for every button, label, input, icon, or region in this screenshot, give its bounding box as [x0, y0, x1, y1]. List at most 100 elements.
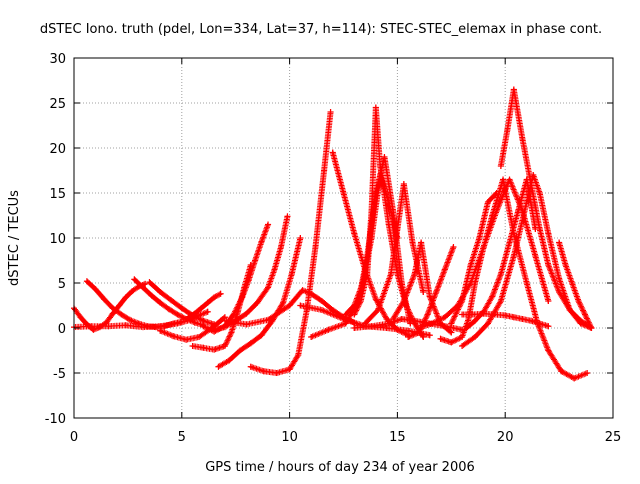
data-point — [556, 239, 563, 246]
data-point — [515, 208, 522, 214]
data-point — [437, 335, 444, 342]
data-point — [185, 314, 192, 321]
data-point — [258, 332, 265, 339]
data-point — [105, 323, 112, 330]
data-series — [247, 109, 334, 376]
data-point — [265, 221, 272, 228]
data-point — [433, 289, 440, 295]
data-point — [77, 314, 84, 321]
data-point — [480, 244, 487, 250]
data-point — [243, 310, 250, 317]
data-point — [500, 176, 507, 183]
y-tick-label: 10 — [49, 232, 66, 247]
y-tick-label: 15 — [49, 187, 66, 202]
data-point — [463, 325, 470, 331]
data-point — [191, 319, 198, 326]
data-point — [545, 298, 552, 304]
data-point — [243, 321, 250, 328]
data-point — [226, 357, 233, 364]
data-point — [523, 280, 530, 286]
data-point — [426, 332, 433, 339]
data-point — [383, 316, 390, 322]
data-point — [497, 271, 504, 277]
data-point — [403, 302, 410, 309]
data-point — [284, 213, 291, 220]
data-point — [198, 305, 205, 312]
y-tick-label: -5 — [53, 367, 66, 382]
data-point — [409, 239, 416, 246]
data-point — [489, 293, 496, 300]
data-point — [342, 311, 349, 318]
data-point — [390, 316, 397, 322]
data-point — [577, 317, 584, 324]
data-series — [342, 172, 401, 318]
data-series — [448, 190, 500, 327]
data-point — [368, 208, 375, 214]
data-point — [92, 286, 99, 293]
data-point — [83, 278, 90, 285]
data-point — [556, 275, 563, 282]
data-point — [265, 316, 272, 323]
data-point — [191, 310, 198, 317]
data-point — [189, 343, 196, 349]
data-point — [237, 347, 244, 354]
data-point — [472, 317, 479, 324]
data-point — [400, 181, 407, 187]
data-point — [528, 181, 535, 187]
data-point — [196, 334, 203, 340]
data-point — [165, 306, 172, 313]
data-point — [532, 253, 539, 259]
data-point — [368, 323, 375, 330]
data-point — [424, 311, 431, 318]
data-series — [556, 239, 595, 331]
data-point — [217, 290, 224, 297]
data-point — [297, 302, 304, 309]
data-point — [385, 221, 392, 228]
data-point — [103, 319, 110, 326]
data-point — [280, 299, 287, 306]
data-point — [286, 366, 293, 373]
data-point — [502, 312, 509, 319]
data-point — [491, 311, 498, 318]
data-point — [362, 320, 369, 327]
data-point — [558, 368, 565, 375]
data-point — [174, 311, 181, 318]
data-point — [351, 311, 358, 318]
data-point — [493, 190, 500, 196]
data-point — [394, 271, 401, 277]
data-point — [484, 320, 491, 327]
data-point — [441, 266, 448, 273]
y-tick-label: 20 — [49, 142, 66, 157]
data-point — [400, 298, 407, 304]
data-point — [230, 311, 237, 318]
data-point — [88, 323, 95, 330]
data-point — [372, 296, 379, 303]
data-point — [374, 307, 381, 313]
data-point — [536, 320, 543, 327]
data-point — [254, 299, 261, 306]
data-point — [329, 149, 336, 156]
data-series — [497, 86, 595, 331]
data-point — [523, 199, 530, 205]
data-point — [148, 292, 155, 299]
data-point — [415, 325, 422, 331]
data-point — [146, 279, 153, 286]
data-point — [497, 163, 504, 169]
data-point — [288, 271, 295, 277]
y-axis-label: dSTEC / TECUs — [7, 190, 22, 286]
data-point — [228, 329, 235, 336]
x-tick-label: 5 — [178, 430, 186, 445]
data-point — [131, 276, 138, 283]
data-point — [342, 320, 349, 327]
data-point — [247, 340, 254, 347]
data-series — [405, 244, 457, 340]
data-point — [109, 310, 116, 317]
data-point — [528, 317, 535, 324]
data-point — [329, 307, 336, 313]
data-point — [118, 311, 125, 318]
data-point — [308, 290, 315, 297]
data-point — [157, 299, 164, 306]
data-point — [321, 167, 328, 174]
data-point — [286, 302, 293, 309]
